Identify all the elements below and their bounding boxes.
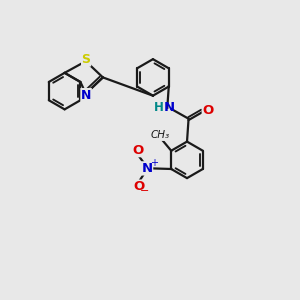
Text: +: + (149, 158, 158, 168)
Text: N: N (81, 88, 91, 102)
Text: N: N (142, 162, 153, 175)
Text: −: − (140, 186, 149, 197)
Text: O: O (202, 103, 214, 117)
Text: CH₃: CH₃ (151, 130, 170, 140)
Text: N: N (164, 101, 175, 114)
Text: O: O (133, 144, 144, 157)
Text: H: H (154, 101, 164, 114)
Text: O: O (133, 180, 144, 193)
Text: S: S (82, 53, 91, 66)
